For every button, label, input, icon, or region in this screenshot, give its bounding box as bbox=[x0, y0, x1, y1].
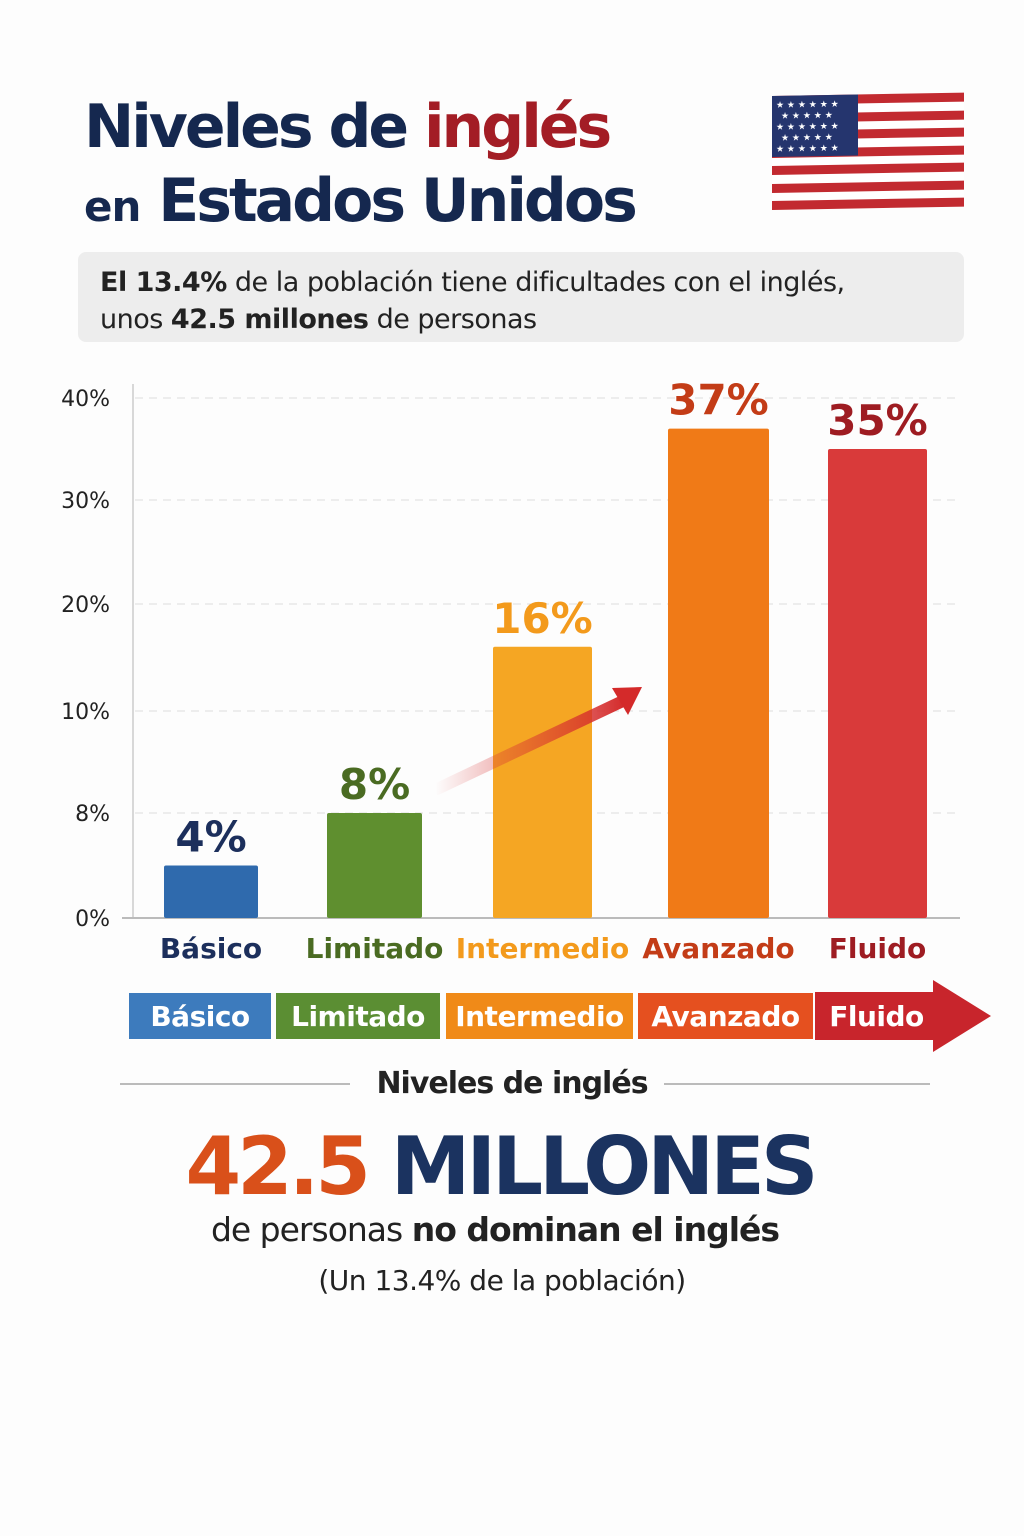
scale-title: Niveles de inglés bbox=[376, 1066, 648, 1101]
y-tick-label: 0% bbox=[75, 907, 110, 932]
title-text: Niveles de bbox=[84, 92, 409, 162]
subtitle-bold: no dominan el inglés bbox=[411, 1210, 780, 1249]
callout-text: de la población tiene dificultades con e… bbox=[226, 267, 845, 298]
data-label: 16% bbox=[492, 594, 593, 643]
divider-right bbox=[664, 1083, 930, 1085]
y-tick-label: 10% bbox=[61, 700, 110, 725]
svg-text:★ ★ ★ ★ ★: ★ ★ ★ ★ ★ bbox=[781, 133, 833, 144]
bar-básico bbox=[164, 865, 258, 918]
headline-subtitle: de personas no dominan el inglés bbox=[0, 1210, 990, 1249]
us-flag-icon: ★ ★ ★ ★ ★ ★★ ★ ★ ★ ★★ ★ ★ ★ ★ ★★ ★ ★ ★ ★… bbox=[772, 92, 964, 210]
callout-percent: El 13.4% bbox=[100, 267, 227, 298]
callout-text: unos bbox=[100, 304, 171, 335]
bar-limitado bbox=[327, 813, 422, 918]
svg-text:★ ★ ★ ★ ★ ★: ★ ★ ★ ★ ★ ★ bbox=[776, 144, 839, 155]
divider-left bbox=[120, 1083, 350, 1085]
bar-chart: 0% 8% 10% 20% 30% 40% 4% Básico 8% Limitado 16% In… bbox=[61, 376, 960, 965]
headline-unit: MILLONES bbox=[390, 1120, 819, 1213]
scale-item-fluido: Fluido bbox=[829, 999, 924, 1033]
data-label: 37% bbox=[668, 376, 769, 425]
title-small: en bbox=[84, 182, 141, 231]
y-tick-label: 30% bbox=[61, 489, 110, 514]
data-label: 35% bbox=[827, 396, 928, 445]
data-label: 4% bbox=[175, 813, 246, 862]
bar-intermedio bbox=[493, 646, 592, 918]
headline-value: 42.5 bbox=[185, 1120, 371, 1213]
scale-item-avanzado: Avanzado bbox=[638, 993, 813, 1039]
subtitle-text: de personas bbox=[210, 1210, 412, 1249]
svg-text:★ ★ ★ ★ ★ ★: ★ ★ ★ ★ ★ ★ bbox=[776, 122, 839, 133]
title-country: Estados Unidos bbox=[158, 166, 638, 236]
headline-number: 42.5 MILLONES bbox=[0, 1120, 1000, 1213]
title-accent: inglés bbox=[423, 92, 612, 162]
x-tick-label: Fluido bbox=[829, 932, 927, 965]
callout-millions: 42.5 millones bbox=[170, 304, 369, 335]
title-line-2: en Estados Unidos bbox=[84, 166, 638, 236]
scale-item-básico: Básico bbox=[129, 993, 271, 1039]
svg-text:★ ★ ★ ★ ★: ★ ★ ★ ★ ★ bbox=[781, 111, 833, 122]
bar-fluido bbox=[828, 449, 927, 918]
y-tick-label: 8% bbox=[75, 802, 110, 827]
y-tick-label: 20% bbox=[61, 593, 110, 618]
x-tick-label: Limitado bbox=[306, 932, 444, 965]
callout-text: de personas bbox=[368, 304, 538, 335]
data-label: 8% bbox=[339, 760, 410, 809]
trend-arrow bbox=[432, 687, 642, 796]
scale-arrowhead bbox=[815, 980, 991, 1052]
x-tick-label: Avanzado bbox=[642, 932, 794, 965]
title-line-1: Niveles de inglés bbox=[84, 92, 612, 162]
x-tick-label: Intermedio bbox=[456, 932, 630, 965]
scale-item-limitado: Limitado bbox=[276, 993, 440, 1039]
y-tick-label: 40% bbox=[61, 387, 110, 412]
svg-text:★ ★ ★ ★ ★ ★: ★ ★ ★ ★ ★ ★ bbox=[776, 100, 839, 111]
x-tick-label: Básico bbox=[160, 932, 262, 965]
scale-item-intermedio: Intermedio bbox=[446, 993, 633, 1039]
summary-callout: El 13.4% de la población tiene dificulta… bbox=[78, 252, 964, 342]
headline-note: (Un 13.4% de la población) bbox=[318, 1264, 686, 1297]
bar-avanzado bbox=[668, 428, 769, 918]
